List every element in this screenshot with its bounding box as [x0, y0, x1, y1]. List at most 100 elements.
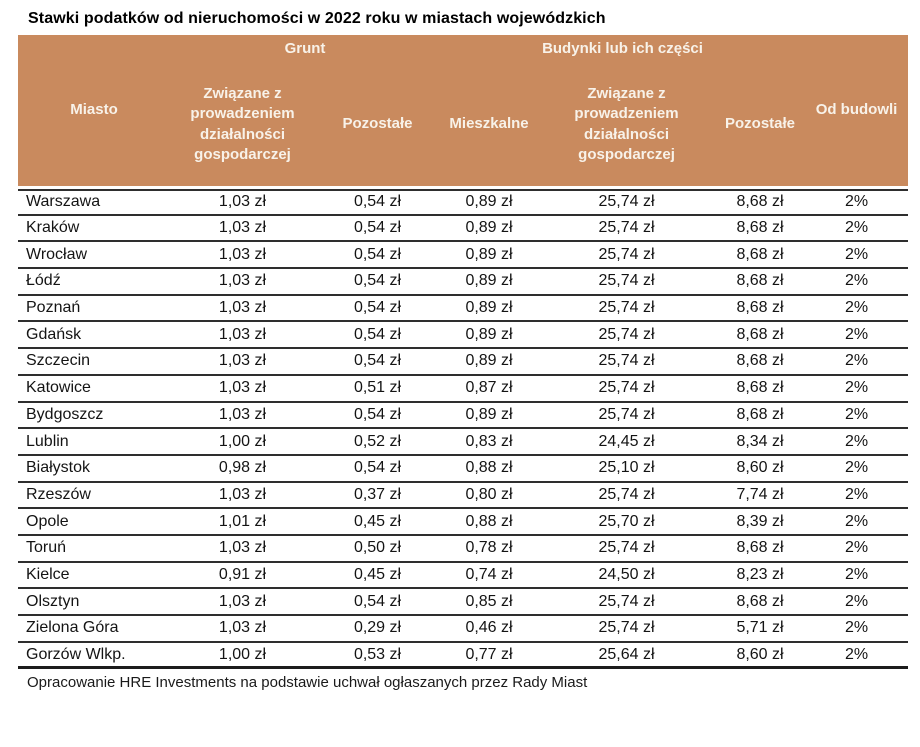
- value-cell: 2%: [805, 242, 909, 270]
- column-header-budynki-dzialalnosc: Związane z prowadzeniem działalności gos…: [538, 63, 716, 189]
- value-cell: 0,89 zł: [440, 349, 539, 376]
- value-cell: 8,68 zł: [715, 242, 806, 270]
- table-row: Gorzów Wlkp. 1,00 zł 0,53 zł 0,77 zł 25,64 z…: [18, 643, 909, 670]
- value-cell: 0,85 zł: [440, 589, 539, 616]
- value-cell: 0,54 zł: [315, 269, 441, 296]
- table-row: Szczecin 1,03 zł 0,54 zł 0,89 zł 25,74 zł 8,6…: [18, 349, 909, 376]
- city-cell: Toruń: [18, 536, 170, 563]
- value-cell: 25,74 zł: [538, 376, 716, 403]
- table-row: Zielona Góra 1,03 zł 0,29 zł 0,46 zł 25,74 z…: [18, 616, 909, 643]
- table-row: Olsztyn 1,03 zł 0,54 zł 0,85 zł 25,74 zł 8,68…: [18, 589, 909, 616]
- value-cell: 0,98 zł: [170, 456, 315, 483]
- value-cell: 0,54 zł: [315, 322, 441, 350]
- value-cell: 25,10 zł: [538, 456, 716, 483]
- column-header-budynki-pozostale: Pozostałe: [715, 63, 806, 189]
- city-cell: Lublin: [18, 429, 170, 456]
- value-cell: 2%: [805, 269, 909, 296]
- value-cell: 0,54 zł: [315, 403, 441, 430]
- table-row: Toruń 1,03 zł 0,50 zł 0,78 zł 25,74 zł 8,68 z…: [18, 536, 909, 563]
- group-header-row: Miasto Grunt Budynki lub ich części Od b…: [18, 35, 909, 189]
- value-cell: 25,70 zł: [538, 509, 716, 536]
- table-row: Gdańsk 1,03 zł 0,54 zł 0,89 zł 25,74 zł 8,68 …: [18, 322, 909, 350]
- city-cell: Gorzów Wlkp.: [18, 643, 170, 670]
- value-cell: 2%: [805, 589, 909, 616]
- value-cell: 0,54 zł: [315, 242, 441, 270]
- value-cell: 2%: [805, 563, 909, 590]
- value-cell: 2%: [805, 322, 909, 350]
- value-cell: 0,89 zł: [440, 216, 539, 243]
- value-cell: 2%: [805, 643, 909, 670]
- value-cell: 25,74 zł: [538, 536, 716, 563]
- column-header-grunt-dzialalnosc: Związane z prowadzeniem działalności gos…: [170, 63, 315, 189]
- value-cell: 0,54 zł: [315, 216, 441, 243]
- city-cell: Bydgoszcz: [18, 403, 170, 430]
- value-cell: 0,51 zł: [315, 376, 441, 403]
- value-cell: 1,03 zł: [170, 269, 315, 296]
- value-cell: 8,68 zł: [715, 589, 806, 616]
- column-header-grunt-pozostale: Pozostałe: [315, 63, 441, 189]
- value-cell: 1,03 zł: [170, 616, 315, 643]
- value-cell: 1,00 zł: [170, 643, 315, 670]
- tax-rates-table: Miasto Grunt Budynki lub ich części Od b…: [18, 35, 909, 670]
- value-cell: 2%: [805, 216, 909, 243]
- table-row: Opole 1,01 zł 0,45 zł 0,88 zł 25,70 zł 8,39 z…: [18, 509, 909, 536]
- city-cell: Katowice: [18, 376, 170, 403]
- value-cell: 1,00 zł: [170, 429, 315, 456]
- value-cell: 2%: [805, 296, 909, 323]
- table-row: Katowice 1,03 zł 0,51 zł 0,87 zł 25,74 zł 8,6…: [18, 376, 909, 403]
- value-cell: 25,64 zł: [538, 643, 716, 670]
- value-cell: 0,88 zł: [440, 456, 539, 483]
- city-cell: Warszawa: [18, 189, 170, 216]
- value-cell: 1,03 zł: [170, 322, 315, 350]
- city-cell: Olsztyn: [18, 589, 170, 616]
- value-cell: 8,68 zł: [715, 322, 806, 350]
- value-cell: 25,74 zł: [538, 242, 716, 270]
- value-cell: 8,68 zł: [715, 403, 806, 430]
- table-row: Bydgoszcz 1,03 zł 0,54 zł 0,89 zł 25,74 zł 8,…: [18, 403, 909, 430]
- sub-header-row: Związane z prowadzeniem działalności gos…: [18, 63, 908, 189]
- city-cell: Szczecin: [18, 349, 170, 376]
- value-cell: 0,89 zł: [440, 189, 539, 216]
- table-row: Łódź 1,03 zł 0,54 zł 0,89 zł 25,74 zł 8,68 zł…: [18, 269, 909, 296]
- value-cell: 1,03 zł: [170, 376, 315, 403]
- city-cell: Rzeszów: [18, 483, 170, 510]
- value-cell: 0,54 zł: [315, 349, 441, 376]
- city-cell: Wrocław: [18, 242, 170, 270]
- value-cell: 25,74 zł: [538, 616, 716, 643]
- value-cell: 7,74 zł: [715, 483, 806, 510]
- value-cell: 2%: [805, 536, 909, 563]
- city-cell: Kielce: [18, 563, 170, 590]
- value-cell: 8,68 zł: [715, 536, 806, 563]
- table-row: Kraków 1,03 zł 0,54 zł 0,89 zł 25,74 zł 8,68 …: [18, 216, 909, 243]
- value-cell: 1,03 zł: [170, 349, 315, 376]
- group-header-budynki: Budynki lub ich części: [440, 35, 806, 63]
- value-cell: 25,74 zł: [538, 216, 716, 243]
- value-cell: 2%: [805, 456, 909, 483]
- value-cell: 0,74 zł: [440, 563, 539, 590]
- value-cell: 0,89 zł: [440, 242, 539, 270]
- table-row: Białystok 0,98 zł 0,54 zł 0,88 zł 25,10 zł 8,…: [18, 456, 909, 483]
- city-cell: Opole: [18, 509, 170, 536]
- value-cell: 0,88 zł: [440, 509, 539, 536]
- value-cell: 0,78 zł: [440, 536, 539, 563]
- column-header-miasto: Miasto: [18, 35, 170, 189]
- value-cell: 8,68 zł: [715, 349, 806, 376]
- value-cell: 1,03 zł: [170, 296, 315, 323]
- value-cell: 0,46 zł: [440, 616, 539, 643]
- city-cell: Gdańsk: [18, 322, 170, 350]
- value-cell: 2%: [805, 429, 909, 456]
- value-cell: 1,03 zł: [170, 216, 315, 243]
- value-cell: 8,68 zł: [715, 189, 806, 216]
- value-cell: 25,74 zł: [538, 349, 716, 376]
- value-cell: 0,77 zł: [440, 643, 539, 670]
- table-row: Lublin 1,00 zł 0,52 zł 0,83 zł 24,45 zł 8,34 …: [18, 429, 909, 456]
- value-cell: 0,53 zł: [315, 643, 441, 670]
- value-cell: 1,03 zł: [170, 242, 315, 270]
- value-cell: 8,68 zł: [715, 269, 806, 296]
- value-cell: 0,45 zł: [315, 509, 441, 536]
- value-cell: 25,74 zł: [538, 322, 716, 350]
- value-cell: 0,37 zł: [315, 483, 441, 510]
- value-cell: 0,89 zł: [440, 296, 539, 323]
- city-cell: Poznań: [18, 296, 170, 323]
- table-row: Rzeszów 1,03 zł 0,37 zł 0,80 zł 25,74 zł 7,74…: [18, 483, 909, 510]
